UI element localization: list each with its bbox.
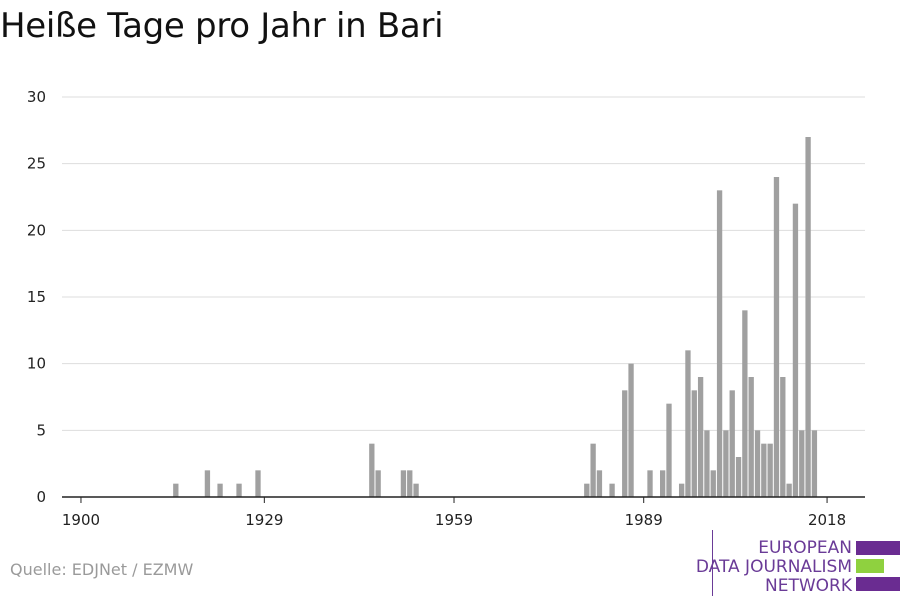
bar: [729, 390, 735, 497]
y-tick-label: 30: [27, 88, 46, 106]
x-tick-label: 1989: [625, 511, 663, 529]
bar: [691, 390, 697, 497]
logo-bar-purple-top: [856, 541, 900, 555]
bars: [173, 137, 818, 498]
bar: [622, 390, 628, 497]
bar: [748, 377, 754, 497]
bar: [609, 483, 615, 497]
bar: [255, 470, 261, 497]
y-tick-label: 15: [27, 288, 46, 306]
bar: [660, 470, 666, 497]
bar: [590, 443, 596, 497]
y-tick-label: 25: [27, 155, 46, 173]
bar: [678, 483, 685, 497]
source-note: Quelle: EDJNet / EZMW: [10, 560, 194, 579]
bar: [204, 470, 211, 497]
logo-line-2: DATA JOURNALISM: [695, 557, 852, 577]
bar: [805, 137, 811, 497]
bar: [799, 430, 805, 497]
bar: [697, 377, 704, 497]
bar: [723, 430, 729, 497]
bar: [407, 470, 413, 497]
bar: [786, 483, 792, 497]
bar: [704, 430, 710, 497]
bar: [628, 363, 634, 497]
bar: [647, 470, 653, 497]
bar: [584, 483, 590, 497]
bar: [400, 470, 407, 497]
y-tick-label: 10: [27, 355, 46, 373]
bar: [754, 430, 761, 497]
y-tick-label: 5: [36, 421, 46, 439]
bar: [375, 470, 381, 497]
y-tick-label: 0: [36, 488, 46, 506]
y-axis: 0 5 10 15 20 25 30: [27, 88, 46, 506]
bar: [780, 377, 786, 497]
logo-bar-green: [856, 559, 884, 573]
bar: [236, 483, 242, 497]
x-axis: 1900 1929 1959 1989 2018: [62, 496, 865, 529]
bar: [735, 457, 742, 497]
x-tick-label: 1959: [435, 511, 473, 529]
x-tick-label: 2018: [808, 511, 846, 529]
bar: [173, 483, 179, 497]
bar: [666, 403, 672, 497]
bar: [742, 310, 748, 497]
bar: [369, 443, 375, 497]
bar: [710, 470, 716, 497]
logo-bar-purple-bottom: [856, 577, 900, 591]
bar: [811, 430, 818, 497]
edjnet-logo: EUROPEAN DATA JOURNALISM NETWORK: [696, 530, 900, 596]
logo-divider: [712, 530, 713, 596]
logo-line-1: EUROPEAN: [758, 538, 852, 558]
y-tick-label: 20: [27, 221, 46, 239]
bar: [685, 350, 691, 497]
logo-line-3: NETWORK: [765, 576, 852, 596]
bar: [767, 443, 773, 497]
bar: [761, 443, 767, 497]
bar: [596, 470, 603, 497]
x-tick-label: 1929: [245, 511, 283, 529]
x-tick-label: 1900: [62, 511, 100, 529]
bar: [716, 190, 723, 498]
chart-title: Heiße Tage pro Jahr in Bari: [0, 6, 444, 46]
grid-lines: [62, 96, 865, 431]
bar: [217, 483, 223, 497]
bar: [773, 177, 780, 497]
bar: [792, 203, 799, 497]
bar: [413, 483, 419, 497]
